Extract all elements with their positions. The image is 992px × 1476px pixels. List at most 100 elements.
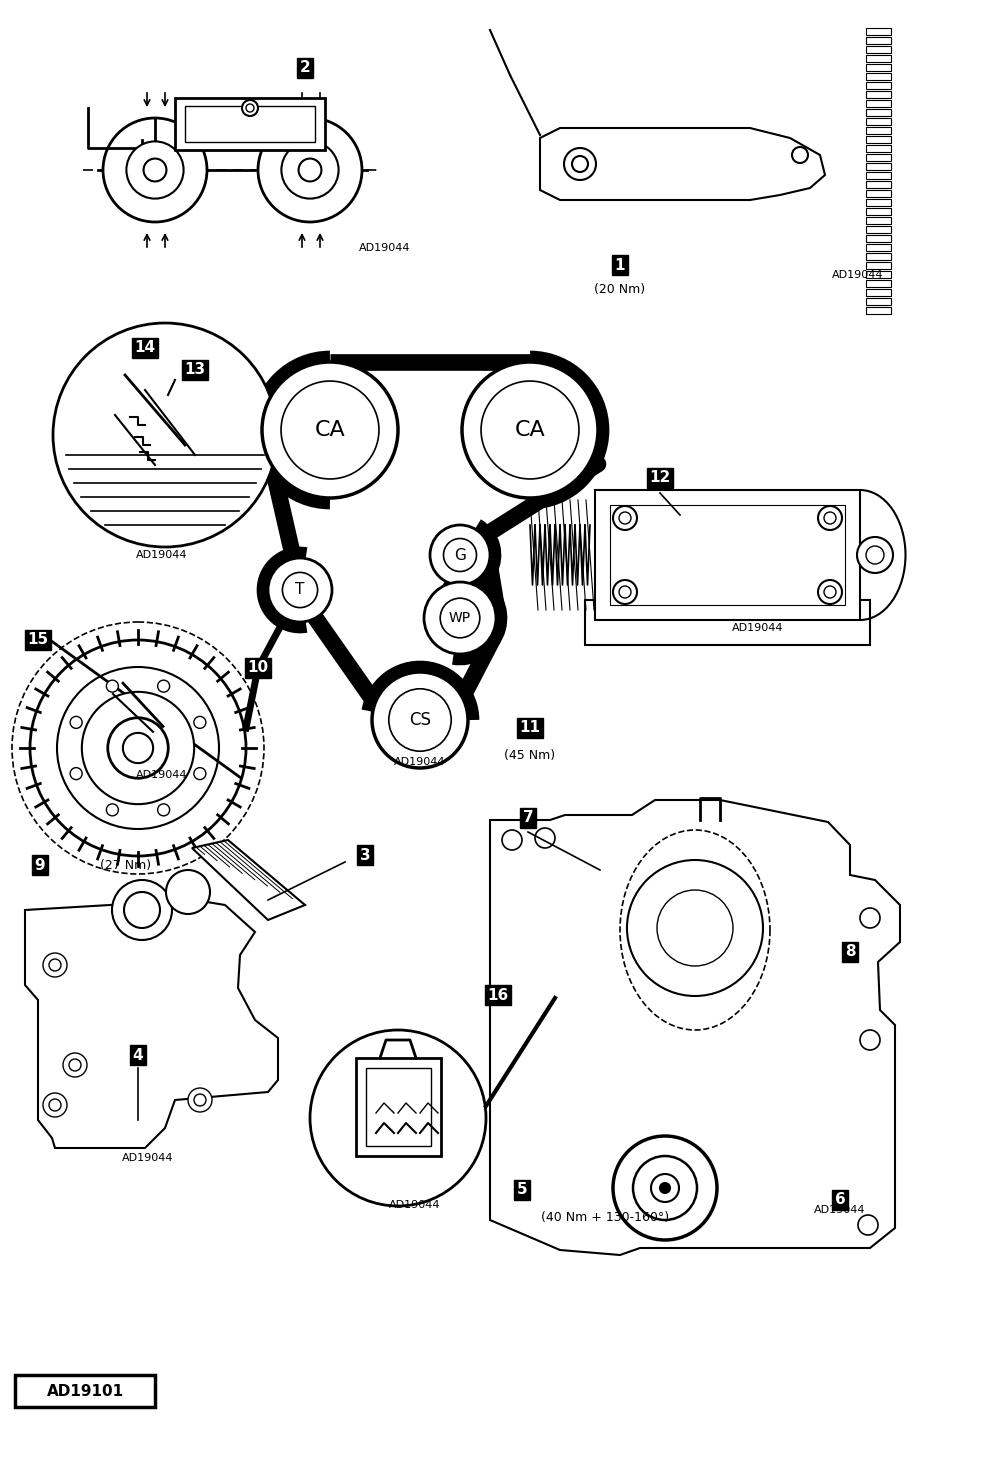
Circle shape (866, 546, 884, 564)
Circle shape (57, 667, 219, 830)
Circle shape (824, 512, 836, 524)
FancyBboxPatch shape (866, 28, 891, 35)
Circle shape (53, 323, 277, 548)
Text: AD19044: AD19044 (359, 244, 411, 252)
Circle shape (462, 362, 598, 497)
Circle shape (49, 959, 61, 971)
FancyBboxPatch shape (866, 226, 891, 233)
Text: 9: 9 (35, 858, 46, 872)
Text: 15: 15 (28, 633, 49, 648)
Circle shape (188, 1088, 212, 1111)
FancyBboxPatch shape (866, 145, 891, 152)
FancyBboxPatch shape (866, 208, 891, 215)
FancyBboxPatch shape (866, 190, 891, 196)
Circle shape (106, 680, 118, 692)
Text: 3: 3 (360, 847, 370, 862)
FancyBboxPatch shape (866, 263, 891, 269)
Circle shape (481, 381, 579, 478)
Circle shape (430, 525, 490, 584)
FancyBboxPatch shape (866, 92, 891, 97)
Circle shape (310, 1030, 486, 1206)
Text: CS: CS (409, 711, 431, 729)
Circle shape (106, 804, 118, 816)
Circle shape (440, 598, 480, 638)
FancyBboxPatch shape (15, 1376, 155, 1407)
Text: AD19044: AD19044 (732, 623, 784, 633)
Circle shape (627, 861, 763, 996)
Circle shape (268, 558, 332, 621)
Text: AD19044: AD19044 (122, 1153, 174, 1163)
Circle shape (262, 362, 398, 497)
Circle shape (657, 890, 733, 965)
Circle shape (792, 148, 808, 162)
FancyBboxPatch shape (866, 63, 891, 71)
Circle shape (144, 158, 167, 182)
Circle shape (372, 672, 468, 768)
FancyBboxPatch shape (866, 199, 891, 207)
Text: 11: 11 (520, 720, 541, 735)
Circle shape (613, 1137, 717, 1240)
Circle shape (443, 539, 476, 571)
FancyBboxPatch shape (866, 37, 891, 44)
Text: (27 Nm): (27 Nm) (100, 859, 151, 871)
FancyBboxPatch shape (866, 289, 891, 297)
Circle shape (535, 828, 555, 849)
Circle shape (70, 716, 82, 728)
FancyBboxPatch shape (866, 118, 891, 125)
Text: 16: 16 (487, 987, 509, 1002)
Circle shape (824, 586, 836, 598)
Text: G: G (454, 548, 466, 562)
Text: 4: 4 (133, 1048, 143, 1063)
Text: 6: 6 (834, 1193, 845, 1207)
Circle shape (242, 100, 258, 117)
Circle shape (858, 1215, 878, 1235)
FancyBboxPatch shape (866, 55, 891, 62)
Circle shape (502, 830, 522, 850)
Circle shape (69, 1058, 81, 1072)
Circle shape (299, 158, 321, 182)
Circle shape (564, 148, 596, 180)
Polygon shape (490, 800, 900, 1255)
Polygon shape (25, 900, 278, 1148)
Circle shape (818, 506, 842, 530)
Text: AD19044: AD19044 (832, 270, 884, 280)
Circle shape (49, 1100, 61, 1111)
Circle shape (166, 869, 210, 914)
Circle shape (193, 768, 206, 779)
Circle shape (123, 734, 153, 763)
Circle shape (282, 142, 338, 199)
Circle shape (43, 953, 67, 977)
FancyBboxPatch shape (356, 1058, 441, 1156)
FancyBboxPatch shape (866, 72, 891, 80)
Circle shape (103, 118, 207, 221)
FancyBboxPatch shape (366, 1069, 431, 1145)
Circle shape (619, 586, 631, 598)
Circle shape (281, 381, 379, 478)
FancyBboxPatch shape (610, 505, 845, 605)
Circle shape (860, 908, 880, 928)
Circle shape (193, 716, 206, 728)
Circle shape (424, 582, 496, 654)
Circle shape (63, 1052, 87, 1077)
FancyBboxPatch shape (866, 272, 891, 277)
FancyBboxPatch shape (866, 136, 891, 143)
Text: 13: 13 (185, 363, 205, 378)
Circle shape (158, 804, 170, 816)
Circle shape (81, 692, 194, 804)
Circle shape (660, 1182, 670, 1193)
Circle shape (70, 768, 82, 779)
Text: 8: 8 (844, 945, 855, 959)
FancyBboxPatch shape (866, 109, 891, 117)
Circle shape (126, 142, 184, 199)
Text: AD19044: AD19044 (136, 551, 187, 559)
FancyBboxPatch shape (866, 173, 891, 179)
FancyBboxPatch shape (866, 307, 891, 314)
FancyBboxPatch shape (585, 601, 870, 645)
FancyBboxPatch shape (866, 127, 891, 134)
Text: (45 Nm): (45 Nm) (505, 748, 556, 762)
FancyBboxPatch shape (866, 162, 891, 170)
Circle shape (572, 156, 588, 173)
FancyBboxPatch shape (866, 298, 891, 306)
Circle shape (818, 580, 842, 604)
Text: T: T (296, 583, 305, 598)
